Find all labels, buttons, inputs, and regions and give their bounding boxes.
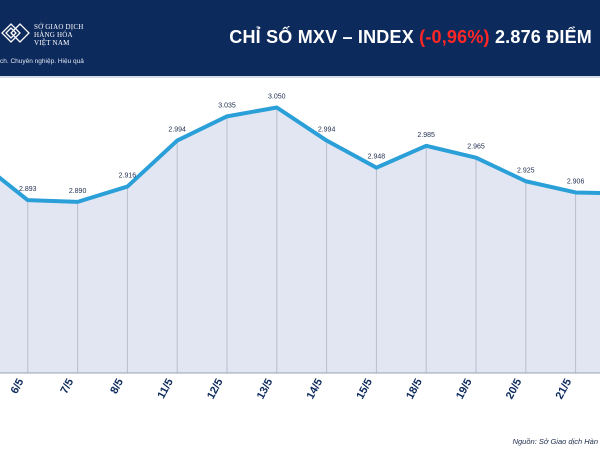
data-label: 2.890 bbox=[69, 188, 87, 195]
series-area bbox=[0, 107, 600, 373]
data-label: 2.925 bbox=[517, 167, 535, 174]
chart-title: CHỈ SỐ MXV – INDEX (-0,96%) 2.876 ĐIỂM bbox=[229, 27, 592, 48]
logo-text-line-1: SỞ GIAO DỊCH bbox=[34, 23, 84, 31]
data-label: 2.994 bbox=[318, 127, 336, 134]
chart-title-prefix: CHỈ SỐ MXV – INDEX bbox=[229, 27, 414, 47]
series-line bbox=[0, 105, 600, 204]
data-label: 3.035 bbox=[218, 102, 236, 109]
data-label: 2.906 bbox=[567, 178, 585, 185]
source-note: Nguồn: Sở Giao dịch Hàn bbox=[512, 437, 598, 446]
chart-title-change: (-0,96%) bbox=[419, 27, 490, 47]
data-label: 2.893 bbox=[19, 186, 37, 193]
chart-title-value: 2.876 ĐIỂM bbox=[494, 27, 592, 47]
logo-text-line-2: HÀNG HÓA bbox=[34, 31, 73, 39]
mxv-index-chart: 2.893 2.890 2.916 2.994 3.035 3.050 2.994 2.948… bbox=[0, 78, 600, 436]
data-label: 2.916 bbox=[119, 173, 137, 180]
logo-text-line-3: VIỆT NAM bbox=[34, 39, 70, 47]
data-label: 3.050 bbox=[268, 94, 286, 101]
mxv-logo-icon bbox=[1, 23, 30, 43]
chart-header: SỞ GIAO DỊCH HÀNG HÓA VIỆT NAM ch. Chuyê… bbox=[0, 0, 600, 78]
logo-slogan: ch. Chuyên nghiệp. Hiệu quả bbox=[0, 58, 84, 65]
data-label: 2.994 bbox=[168, 127, 186, 134]
data-label: 2.965 bbox=[467, 144, 485, 151]
data-label: 2.948 bbox=[368, 154, 386, 161]
mxv-logo: SỞ GIAO DỊCH HÀNG HÓA VIỆT NAM ch. Chuyê… bbox=[0, 10, 120, 65]
data-label: 2.985 bbox=[417, 132, 435, 139]
